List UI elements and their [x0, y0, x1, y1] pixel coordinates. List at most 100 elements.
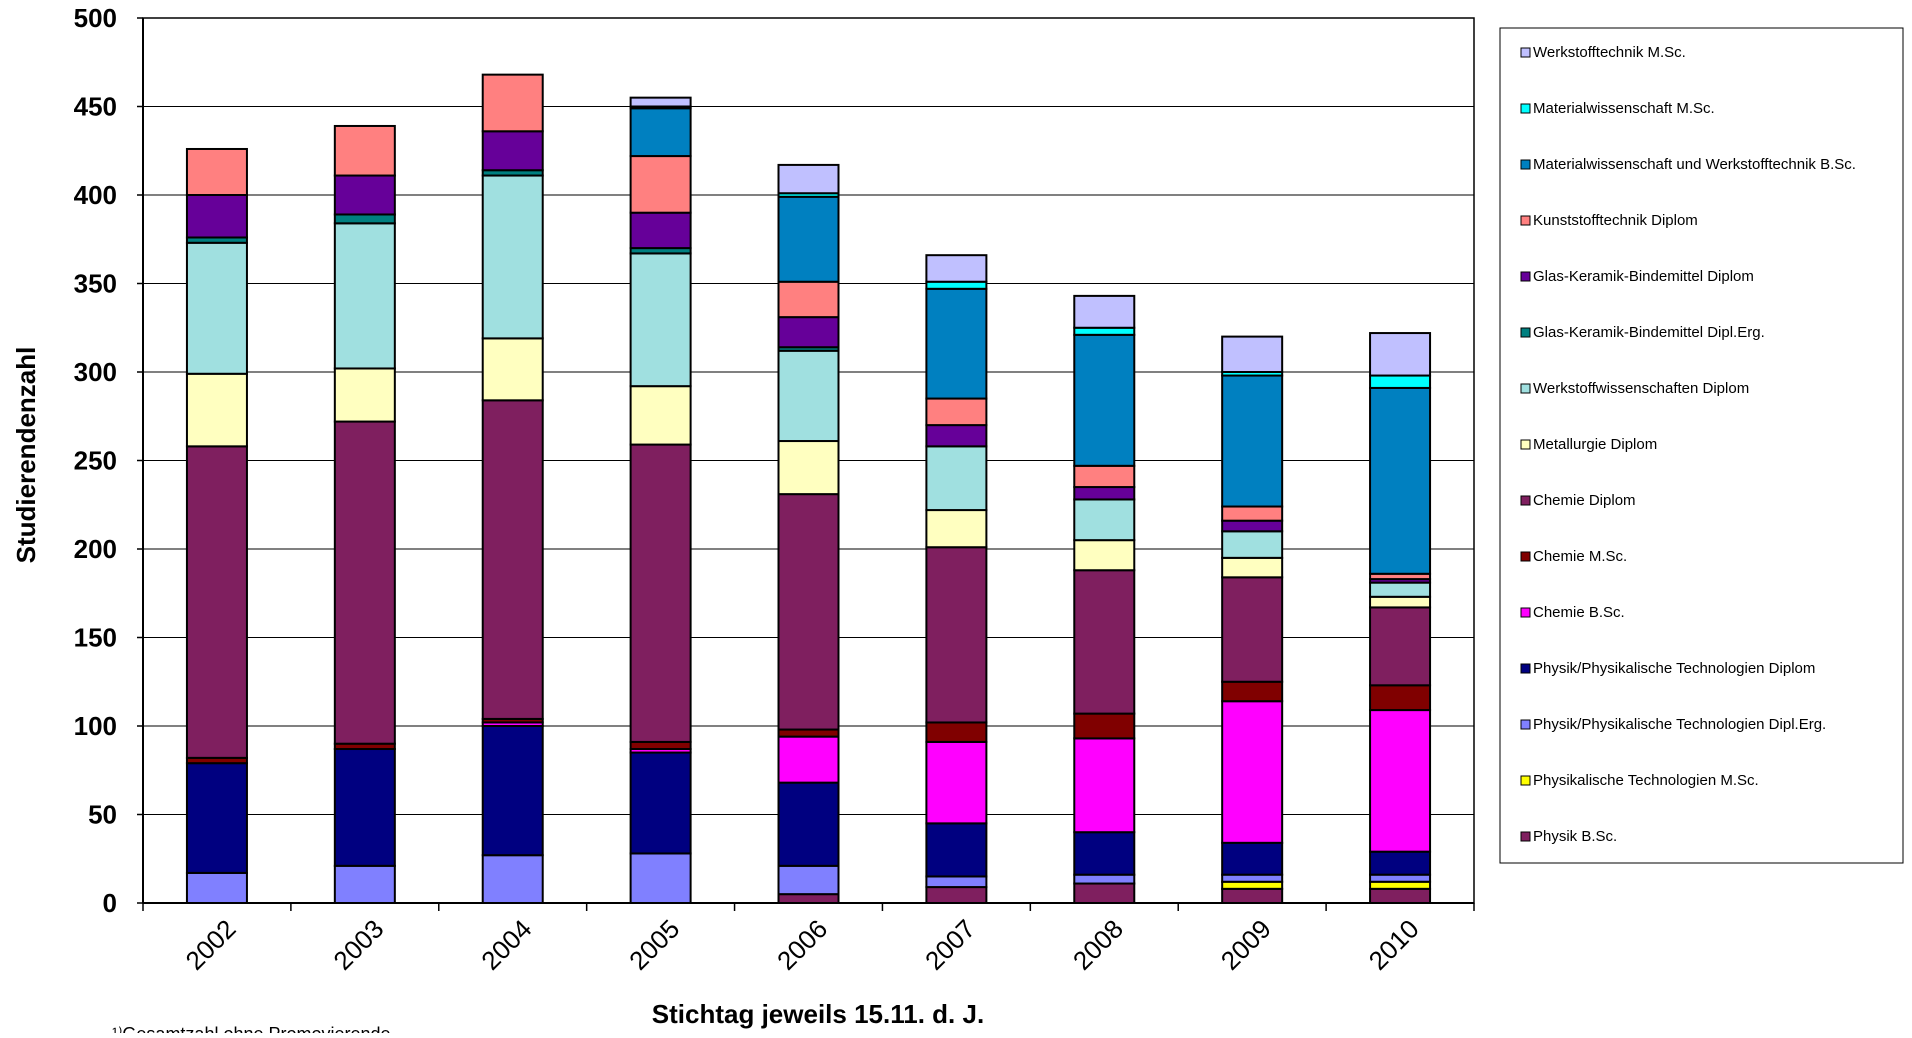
y-tick-label: 500 [74, 3, 117, 33]
bar-segment [925, 546, 988, 724]
legend-swatch [1520, 663, 1531, 674]
legend-swatch [1520, 103, 1531, 114]
bar-segment [1369, 386, 1432, 575]
bar-segment [1073, 486, 1136, 501]
bar-segment [481, 725, 544, 857]
bar-segment [629, 443, 692, 743]
x-tick-label: 2003 [327, 914, 389, 976]
bar-segment [925, 740, 988, 825]
legend-label: Materialwissenschaft M.Sc. [1533, 100, 1715, 117]
bar-segment [629, 107, 692, 158]
bar-segment [777, 316, 840, 349]
bar-segment [1221, 887, 1284, 905]
legend-item: Kunststofftechnik Diplom [1520, 212, 1698, 229]
bar-segment [629, 96, 692, 108]
x-tick-label: 2010 [1363, 914, 1425, 976]
bar-segment [185, 241, 248, 375]
bar-segment [185, 372, 248, 448]
bar-segment [629, 751, 692, 855]
legend-label: Chemie B.Sc. [1533, 604, 1625, 621]
bar-segment [1221, 680, 1284, 703]
bar-segment [777, 280, 840, 319]
bar-segment [925, 509, 988, 549]
x-tick-label: 2005 [623, 914, 685, 976]
bar-segment [1369, 606, 1432, 687]
legend-swatch [1520, 159, 1531, 170]
bar-stack-2010 [1369, 332, 1432, 905]
y-tick-label: 250 [74, 446, 117, 476]
legend-label: Physik/Physikalische Technologien Diplom [1533, 660, 1815, 677]
bar-segment [925, 287, 988, 400]
bar-segment [1221, 841, 1284, 876]
bar-segment [185, 762, 248, 874]
bar-segment [185, 147, 248, 196]
bar-segment [629, 155, 692, 214]
legend-label: Kunststofftechnik Diplom [1533, 212, 1698, 229]
legend-item: Glas-Keramik-Bindemittel Diplom [1520, 268, 1754, 285]
legend-label: Physik B.Sc. [1533, 828, 1617, 845]
bar-segment [1073, 326, 1136, 336]
legend-swatch [1520, 215, 1531, 226]
bar-segment [1073, 333, 1136, 467]
bar-segment [1369, 850, 1432, 876]
legend-swatch [1520, 327, 1531, 338]
legend-swatch [1520, 495, 1531, 506]
x-tick-label: 2002 [180, 914, 242, 976]
legend-label: Physikalische Technologien M.Sc. [1533, 772, 1759, 789]
bar-segment [777, 735, 840, 784]
bar-segment [333, 420, 396, 745]
legend-swatch [1520, 775, 1531, 786]
bar-segment [925, 254, 988, 283]
legend-item: Physikalische Technologien M.Sc. [1520, 772, 1759, 789]
bar-segment [1221, 880, 1284, 890]
bar-segment [1073, 294, 1136, 329]
bar-stack-2006 [777, 163, 840, 905]
legend-item: Materialwissenschaft M.Sc. [1520, 100, 1715, 117]
bar-stack-2003 [333, 124, 396, 905]
legend-item: Glas-Keramik-Bindemittel Dipl.Erg. [1520, 324, 1765, 341]
legend-box [1499, 27, 1904, 864]
legend-item: Chemie B.Sc. [1520, 604, 1625, 621]
bar-segment [1221, 335, 1284, 374]
bar-stack-2007 [925, 254, 988, 905]
bar-segment [1073, 539, 1136, 572]
legend-label: Physik/Physikalische Technologien Dipl.E… [1533, 716, 1826, 733]
legend-label: Metallurgie Diplom [1533, 436, 1657, 453]
bar-segment [925, 886, 988, 905]
bar-segment [777, 893, 840, 905]
bar-segment [1073, 712, 1136, 740]
bar-segment [925, 445, 988, 512]
bar-segment [777, 349, 840, 443]
bar-segment [185, 871, 248, 904]
legend-swatch [1520, 831, 1531, 842]
bar-segment [481, 337, 544, 402]
y-tick-label: 350 [74, 269, 117, 299]
legend-item: Werkstoffwissenschaften Diplom [1520, 380, 1749, 397]
bar-segment [925, 875, 988, 889]
bar-segment [481, 399, 544, 720]
legend-label: Chemie M.Sc. [1533, 548, 1627, 565]
legend-swatch [1520, 439, 1531, 450]
bar-segment [1221, 374, 1284, 508]
bar-segment [1221, 576, 1284, 683]
x-tick-labels: 2002 2003 2004 2005 2006 2007 2008 2009 2010 [142, 903, 1475, 976]
bar-segment [333, 748, 396, 867]
bar-segment [1369, 332, 1432, 377]
bar-segment [481, 73, 544, 133]
bar-segment [333, 213, 396, 225]
legend-swatch [1520, 47, 1531, 58]
bar-segment [481, 174, 544, 340]
bar-segment [925, 280, 988, 290]
legend-item: Chemie Diplom [1520, 492, 1636, 509]
bar-segment [1369, 581, 1432, 598]
legend-label: Glas-Keramik-Bindemittel Diplom [1533, 268, 1754, 285]
bar-stack-2005 [629, 96, 692, 905]
bar-stack-2004 [481, 73, 544, 905]
legend: Werkstofftechnik M.Sc. Materialwissenscha… [1499, 27, 1904, 864]
bar-segment [1221, 530, 1284, 559]
bar-segment [481, 130, 544, 172]
bar-segment [1369, 887, 1432, 905]
bar-stack-2008 [1073, 294, 1136, 905]
bar-segment [333, 222, 396, 370]
